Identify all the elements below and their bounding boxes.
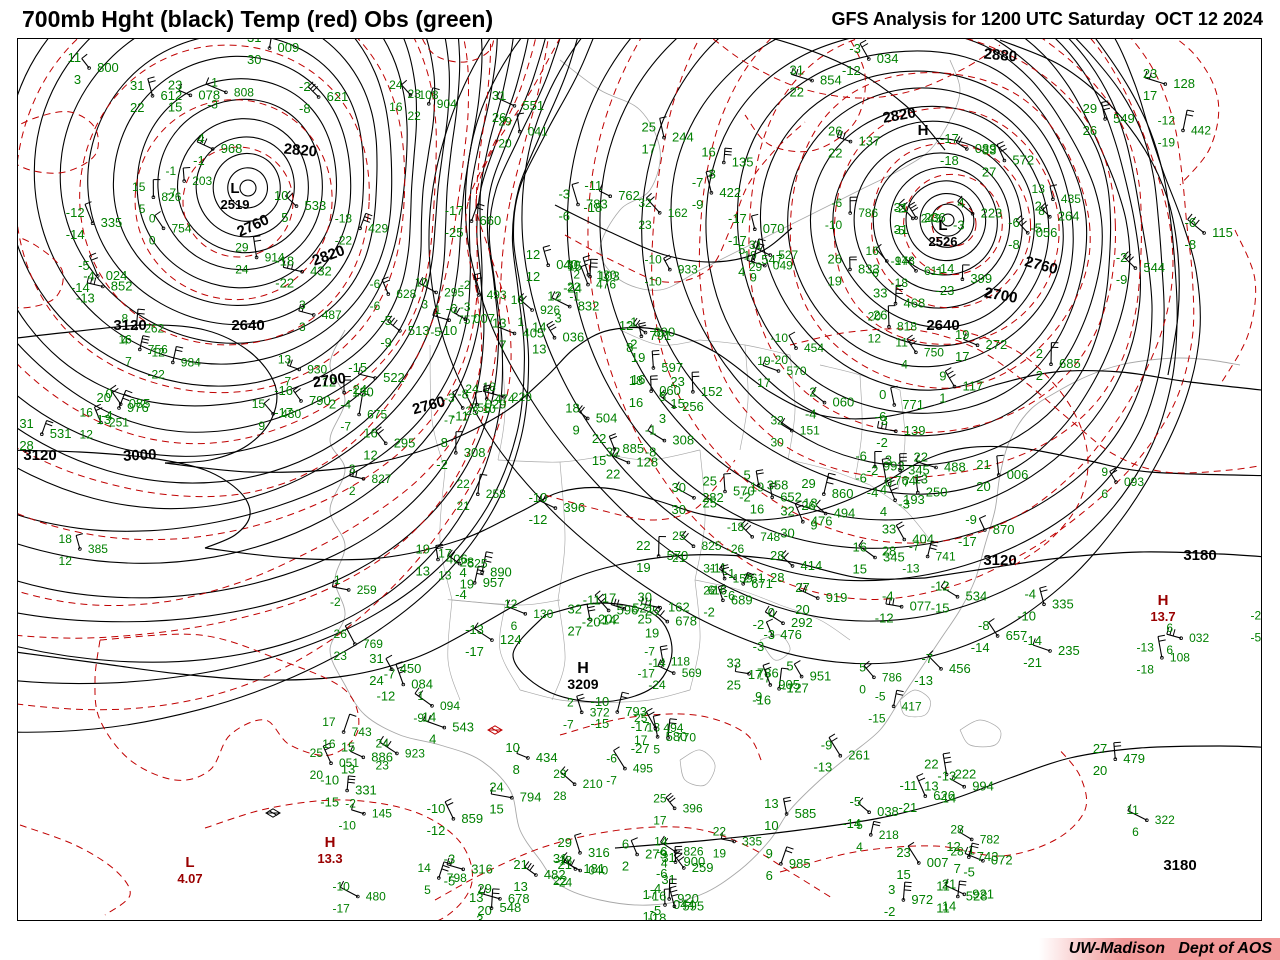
svg-text:2940: 2940 (1133, 17, 1166, 34)
svg-text:2832: 2832 (233, 2, 266, 19)
